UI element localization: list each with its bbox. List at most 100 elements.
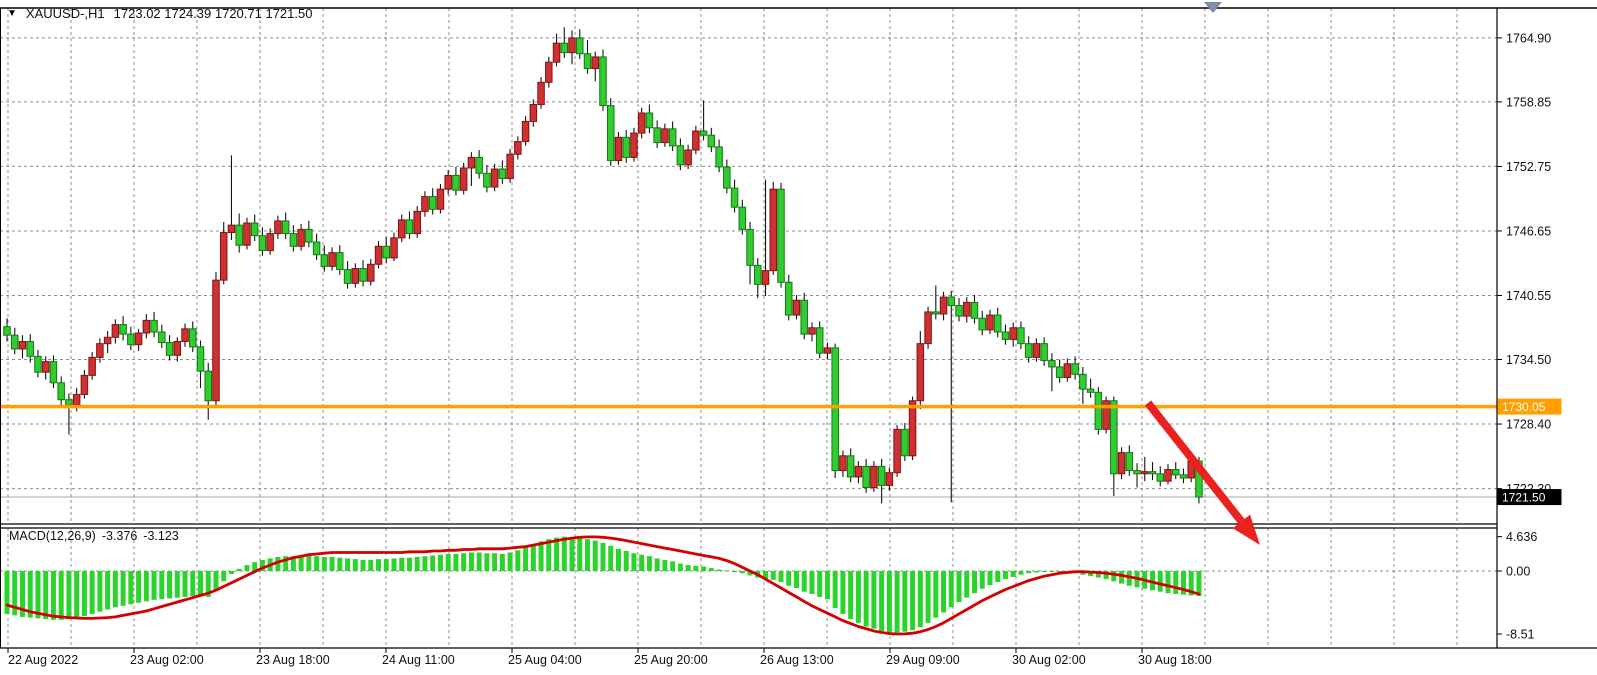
candle — [405, 211, 414, 239]
candle — [893, 425, 901, 477]
macd-bar — [128, 571, 134, 605]
macd-bar — [167, 571, 173, 599]
candle — [235, 213, 243, 253]
candle — [158, 324, 166, 348]
candle — [1110, 396, 1118, 496]
macd-bar — [577, 537, 583, 571]
macd-bar — [1111, 571, 1117, 582]
macd-bar — [422, 556, 428, 571]
macd-bar — [391, 558, 397, 571]
macd-bar — [1103, 571, 1109, 580]
macd-bar — [817, 571, 823, 597]
candle — [862, 458, 870, 493]
candle — [1171, 462, 1180, 480]
candle — [250, 214, 259, 242]
candle — [189, 321, 197, 353]
macd-layer — [4, 535, 1202, 636]
macd-bar — [832, 571, 838, 609]
macd-bar — [329, 556, 335, 571]
time-axis-label: 30 Aug 18:00 — [1138, 653, 1212, 667]
price-axis-label: 1758.85 — [1506, 95, 1551, 109]
macd-bar — [1002, 571, 1008, 580]
candle — [932, 285, 940, 320]
macd-axis-label: -8.51 — [1506, 627, 1535, 641]
candle — [839, 450, 847, 477]
candle — [452, 166, 460, 196]
macd-bar — [685, 565, 691, 571]
candle — [258, 227, 267, 256]
time-axis-label: 23 Aug 02:00 — [130, 653, 204, 667]
macd-bar — [701, 566, 707, 571]
candle — [305, 220, 313, 248]
macd-bar — [484, 553, 490, 571]
macd-bar — [1173, 571, 1179, 594]
candle — [397, 214, 406, 243]
macd-bar — [66, 571, 72, 620]
candle — [1009, 322, 1017, 347]
macd-bar — [97, 571, 103, 612]
candle — [1117, 447, 1126, 480]
candle — [692, 125, 700, 155]
macd-bar — [956, 571, 962, 603]
candle — [428, 188, 437, 215]
current-price-badge: 1721.50 — [1497, 489, 1562, 506]
symbol-dropdown-icon[interactable]: ▼ — [7, 8, 17, 19]
macd-bar — [600, 542, 606, 571]
macd-bar — [383, 559, 389, 571]
macd-bar — [151, 571, 157, 600]
candle — [281, 212, 290, 239]
macd-bar — [739, 571, 745, 574]
candle — [699, 100, 708, 141]
time-axis-label: 29 Aug 09:00 — [886, 653, 960, 667]
macd-bar — [1157, 571, 1163, 592]
macd-bar — [1180, 571, 1186, 595]
candle — [459, 162, 468, 195]
macd-bar — [244, 565, 250, 571]
candle — [1148, 462, 1157, 481]
macd-bar — [523, 547, 529, 571]
macd-bar — [1088, 571, 1094, 577]
macd-bar — [182, 571, 188, 597]
macd-bar — [585, 539, 590, 571]
macd-bar — [894, 571, 900, 633]
candle — [870, 461, 878, 492]
candle — [545, 56, 553, 88]
price-axis-label: 1752.75 — [1506, 160, 1551, 174]
candle — [1086, 378, 1095, 398]
candle — [877, 458, 886, 504]
macd-bar — [74, 571, 80, 618]
candle — [96, 338, 104, 363]
macd-bar — [662, 559, 668, 571]
macd-bar — [12, 571, 18, 616]
candle — [413, 206, 421, 238]
candle — [444, 170, 452, 195]
candle — [243, 217, 251, 250]
candles-layer — [3, 27, 1203, 504]
candle — [630, 127, 638, 162]
candle — [552, 33, 561, 67]
time-axis[interactable]: 22 Aug 2022 23 Aug 02:00 23 Aug 18:00 24 Au… — [7, 648, 1212, 667]
macd-bar — [259, 559, 265, 571]
macd-bar — [1033, 571, 1039, 573]
macd-main-value: -3.376 — [101, 529, 138, 543]
macd-bar — [290, 556, 296, 571]
macd-bar — [58, 571, 64, 620]
candle — [204, 362, 212, 420]
candle — [421, 191, 429, 217]
macd-bar — [213, 571, 219, 591]
candle — [784, 274, 793, 321]
candle — [792, 294, 801, 320]
candle — [738, 199, 747, 235]
price-axis[interactable]: 1764.90 1758.85 1752.75 1746.65 1740.55 1734.… — [1497, 31, 1551, 641]
macd-bar — [228, 571, 234, 574]
macd-bar — [848, 571, 854, 620]
candle — [1125, 445, 1134, 476]
candle — [576, 29, 584, 60]
macd-bar — [708, 568, 714, 571]
macd-name: MACD(12,26,9) — [9, 529, 96, 543]
macd-bar — [468, 552, 474, 571]
chart-shift-marker-icon[interactable] — [1204, 2, 1222, 13]
candle — [537, 77, 545, 109]
candle — [18, 335, 27, 359]
